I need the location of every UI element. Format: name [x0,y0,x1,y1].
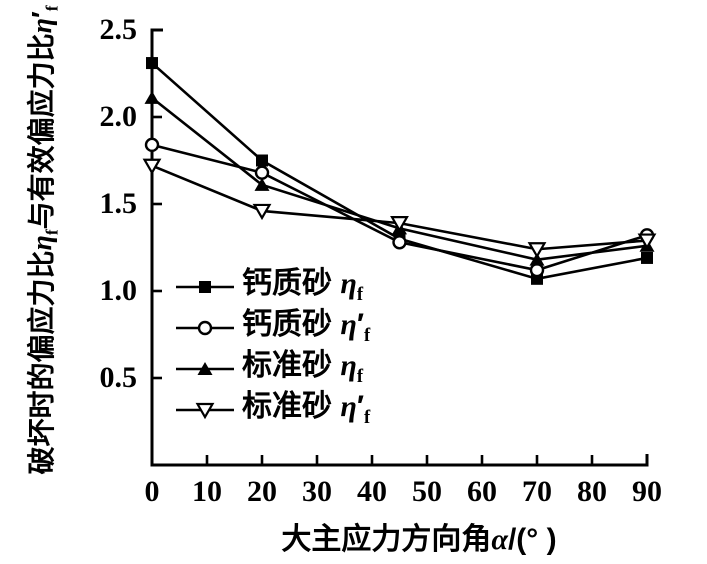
legend-item-1: 钙质砂 ηf [176,266,370,307]
legend-marker [176,361,234,375]
y-tick-label: 1.5 [99,187,138,220]
legend-label: 标准砂 η′f [242,389,371,428]
data-point-marker [256,154,268,167]
y-tick-label: 2.5 [99,13,138,46]
legend-label: 钙质砂 η′f [242,307,371,346]
data-point-marker [144,90,160,104]
legend-marker [176,280,234,293]
legend-item-4: 标准砂 η′f [176,389,370,430]
x-tick-label: 60 [467,475,497,508]
data-point-marker [529,252,545,266]
x-tick-label: 90 [632,475,662,508]
data-point-marker [254,165,270,180]
data-point-marker [529,262,545,278]
data-point-marker [390,216,409,233]
data-point-marker [195,402,215,419]
x-tick-label: 40 [357,475,387,508]
legend-marker [176,320,234,335]
data-point-marker [527,242,547,259]
legend: 钙质砂 ηf 钙质砂 η′f 标准砂 ηf 标准砂 η′f [176,266,370,430]
y-tick-label: 0.5 [99,361,138,394]
data-point-marker [144,137,160,153]
data-point-marker [641,251,653,264]
data-point-marker [637,233,657,250]
y-tick-label: 2.0 [99,100,138,133]
legend-label: 钙质砂 ηf [242,266,364,305]
legend-item-2: 钙质砂 η′f [176,307,370,348]
data-point-marker [146,57,158,70]
x-tick-label: 10 [192,475,222,508]
legend-label: 标准砂 ηf [242,348,364,387]
data-point-marker [199,280,211,293]
y-tick-label: 1.0 [99,274,138,307]
x-tick-label: 80 [577,475,607,508]
x-tick-label: 50 [412,475,442,508]
data-point-marker [142,158,162,175]
data-point-marker [392,235,407,250]
x-tick-label: 0 [144,475,160,508]
x-tick-label: 20 [247,475,277,508]
legend-marker [176,402,234,419]
x-tick-label: 70 [522,475,552,508]
data-point-marker [254,177,270,191]
data-point-marker [252,203,272,221]
y-axis-title: 破坏时的偏应力比ηf与有效偏应力比η′f [26,5,62,475]
data-point-marker [197,320,213,335]
series-line [151,143,648,272]
x-axis-title: 大主应力方向角α/(° ) [281,523,557,556]
x-tick-label: 30 [302,475,332,508]
legend-item-3: 标准砂 ηf [176,348,370,389]
data-point-marker [197,361,213,375]
